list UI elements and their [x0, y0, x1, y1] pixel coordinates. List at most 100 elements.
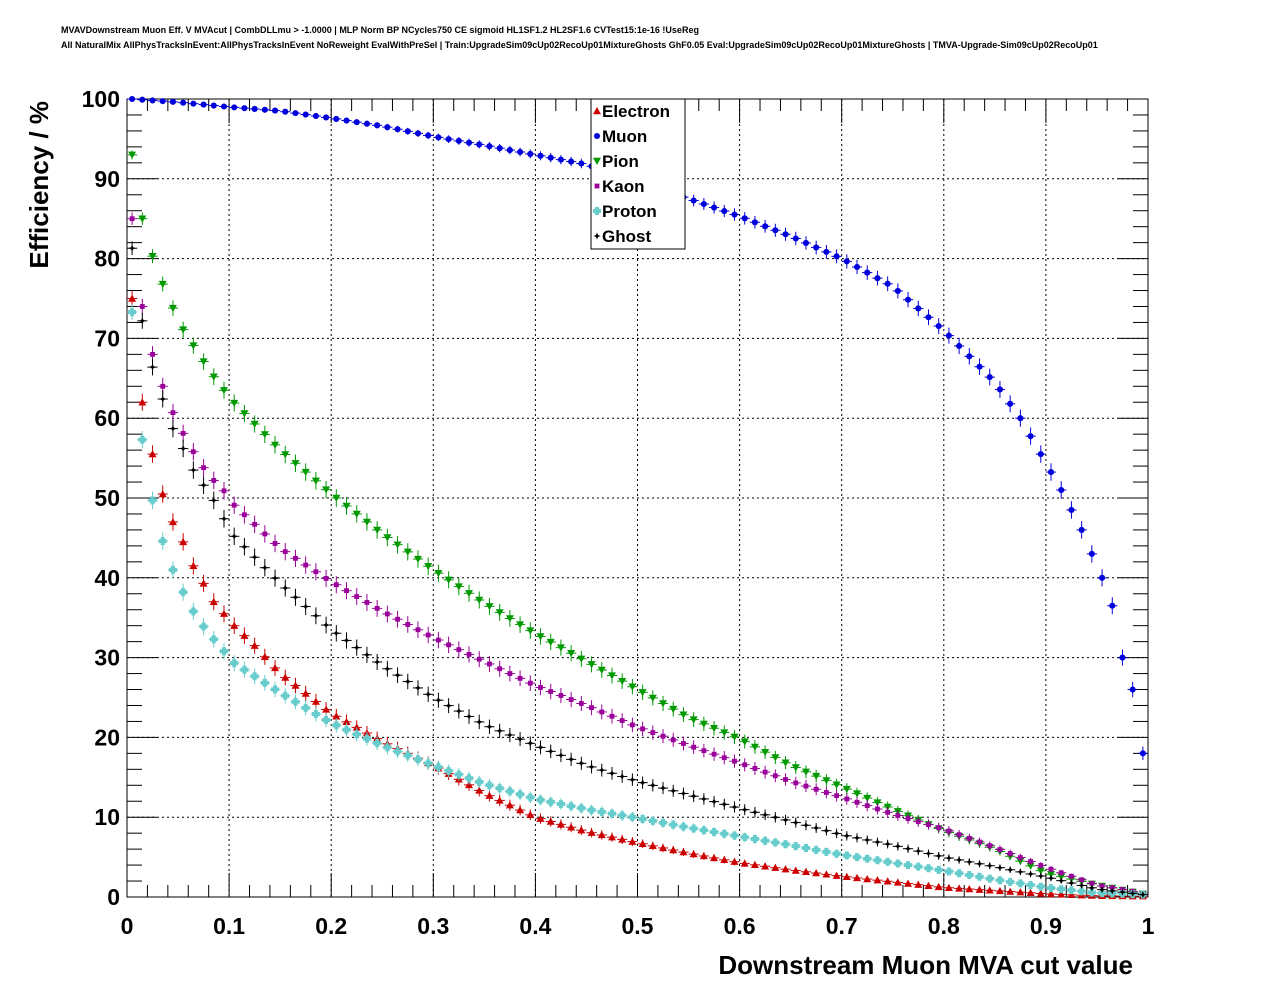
data-point — [332, 721, 341, 730]
data-point — [884, 840, 892, 848]
data-point — [883, 857, 892, 866]
y-tick-label: 10 — [94, 804, 120, 830]
data-point — [607, 672, 616, 680]
data-point — [1026, 888, 1035, 897]
data-point — [803, 783, 809, 789]
data-point — [863, 854, 872, 863]
data-point — [1088, 884, 1096, 892]
data-point — [526, 793, 535, 802]
data-point — [822, 777, 831, 785]
data-point — [905, 296, 912, 303]
data-point — [842, 785, 851, 794]
y-tick-label: 100 — [82, 86, 120, 112]
series-ghost — [127, 241, 1148, 899]
data-point — [618, 677, 627, 686]
data-point — [333, 582, 339, 588]
data-point — [812, 869, 821, 877]
data-point — [609, 713, 615, 719]
data-point — [189, 607, 198, 616]
data-point — [659, 843, 668, 852]
data-point — [976, 363, 983, 370]
data-point — [750, 743, 759, 751]
data-point — [1037, 872, 1045, 880]
data-point — [619, 718, 625, 723]
data-point — [230, 399, 239, 408]
data-point — [536, 633, 545, 641]
data-point — [250, 672, 259, 681]
data-point — [1089, 880, 1095, 886]
data-point — [1087, 888, 1096, 897]
data-point — [354, 594, 360, 599]
data-point — [179, 445, 187, 453]
data-point — [281, 673, 290, 681]
data-point — [689, 716, 698, 724]
data-point — [129, 216, 135, 222]
data-point — [271, 107, 279, 114]
data-point — [1139, 891, 1147, 899]
data-point — [905, 816, 911, 821]
data-point — [965, 871, 974, 880]
data-point — [546, 817, 555, 825]
data-point — [170, 410, 176, 416]
data-point — [485, 603, 494, 611]
data-point — [342, 717, 351, 726]
data-point — [915, 305, 922, 312]
data-point — [311, 477, 320, 485]
data-point — [353, 119, 360, 126]
figure-title-line-2: All NaturalMix AllPhysTracksInEvent:AllP… — [61, 40, 1098, 50]
data-point — [884, 280, 891, 287]
data-point — [995, 886, 1004, 895]
data-point — [976, 860, 984, 868]
data-point — [363, 651, 371, 659]
x-tick-label: 0.6 — [724, 913, 756, 939]
data-point — [169, 98, 177, 105]
data-point — [721, 755, 727, 761]
data-point — [1027, 433, 1034, 440]
data-point — [711, 751, 717, 757]
data-point — [669, 845, 678, 854]
data-point — [383, 665, 391, 673]
data-point — [934, 882, 943, 891]
data-point — [413, 755, 422, 764]
data-point — [1069, 873, 1074, 879]
data-point — [791, 842, 800, 851]
data-point — [475, 718, 483, 726]
data-point — [730, 733, 739, 741]
data-point — [1048, 866, 1054, 872]
data-point — [445, 702, 453, 710]
data-point — [200, 101, 207, 108]
data-point — [875, 806, 880, 812]
data-point — [761, 836, 770, 845]
data-point — [618, 773, 626, 781]
data-point — [425, 132, 432, 139]
data-point — [211, 478, 217, 483]
data-point — [720, 729, 729, 737]
data-point — [781, 840, 790, 849]
data-point — [322, 705, 331, 713]
data-point — [914, 847, 922, 855]
data-point — [740, 738, 749, 746]
data-point — [444, 576, 453, 584]
data-point — [465, 139, 473, 146]
data-point — [577, 804, 586, 813]
data-point — [546, 797, 555, 806]
x-axis-title: Downstream Muon MVA cut value — [718, 950, 1133, 980]
data-point — [434, 569, 443, 578]
data-point — [681, 741, 686, 746]
legend-label-proton: Proton — [602, 202, 657, 221]
data-point — [148, 253, 157, 261]
data-point — [597, 830, 606, 839]
data-point — [352, 730, 361, 739]
data-point — [487, 661, 492, 667]
data-point — [791, 866, 800, 874]
data-point — [853, 263, 861, 271]
data-point — [977, 839, 982, 845]
data-point — [925, 314, 932, 321]
data-point — [168, 304, 177, 313]
data-point — [332, 629, 340, 637]
data-point — [221, 488, 227, 494]
data-point — [842, 851, 851, 860]
data-point — [1078, 881, 1086, 889]
x-tick-label: 0.3 — [417, 913, 449, 939]
